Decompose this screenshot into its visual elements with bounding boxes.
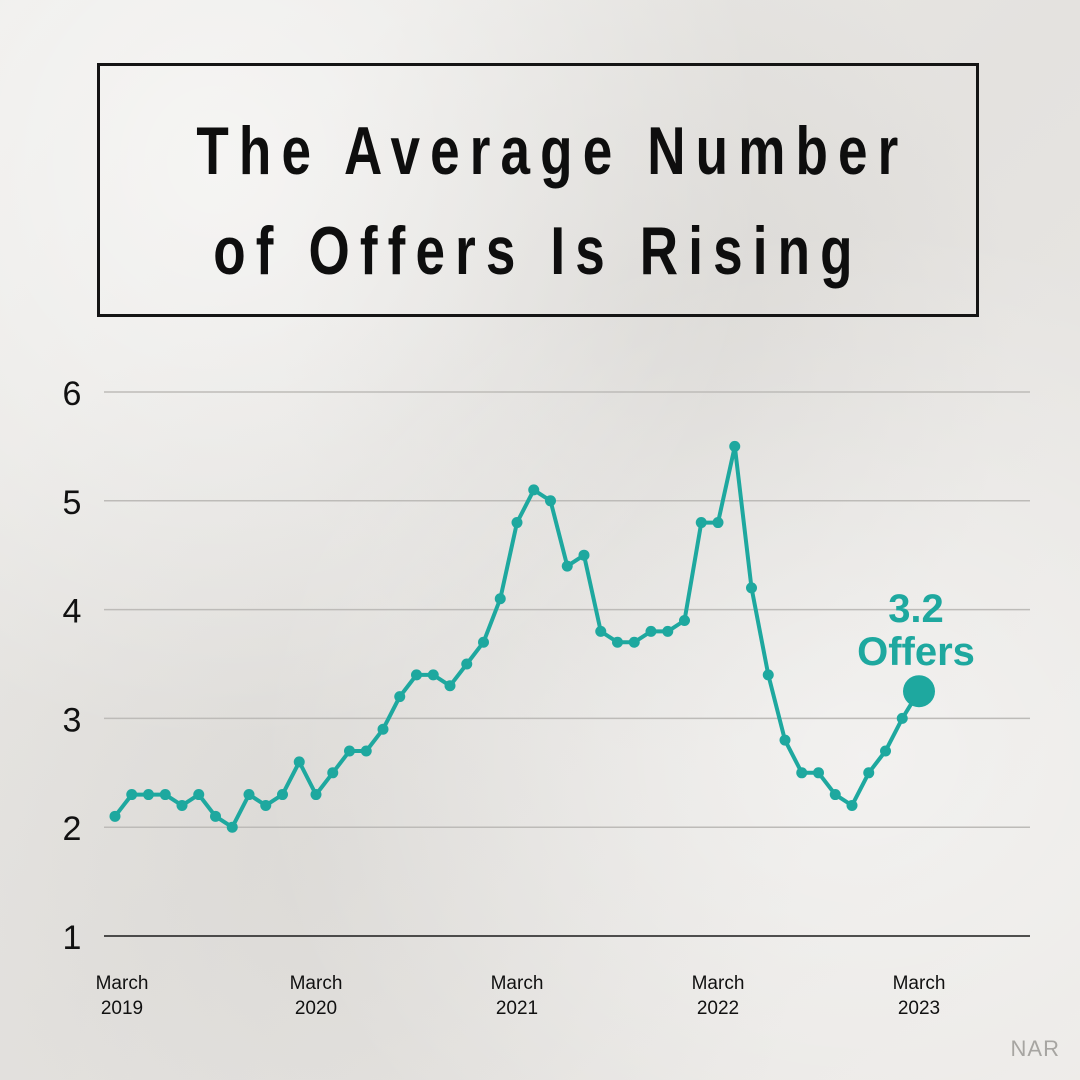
title-line-1: The Average Number bbox=[196, 113, 909, 189]
x-tick-label-2021-year: 2021 bbox=[496, 998, 538, 1019]
data-point-7 bbox=[226, 821, 238, 833]
data-point-31 bbox=[628, 636, 640, 648]
annotation-value: 3.2 bbox=[888, 587, 944, 631]
data-point-18 bbox=[411, 669, 422, 681]
y-tick-label-1: 1 bbox=[63, 919, 82, 957]
data-point-1 bbox=[126, 789, 138, 801]
grid-layer bbox=[104, 391, 1030, 937]
data-point-39 bbox=[762, 669, 774, 681]
data-point-19 bbox=[427, 669, 439, 681]
x-tick-label-2020-month: March bbox=[290, 973, 343, 994]
data-point-43 bbox=[829, 789, 841, 801]
data-point-46 bbox=[880, 745, 891, 757]
data-point-2 bbox=[143, 789, 154, 801]
data-point-3 bbox=[159, 789, 171, 801]
data-point-32 bbox=[645, 625, 657, 637]
x-tick-label-2023-year: 2023 bbox=[898, 998, 940, 1019]
data-point-24 bbox=[511, 517, 523, 529]
y-tick-label-4: 4 bbox=[63, 593, 82, 631]
data-point-17 bbox=[394, 691, 406, 703]
data-point-12 bbox=[310, 789, 322, 801]
x-tick-label-2020-year: 2020 bbox=[295, 998, 337, 1019]
annotation-unit: Offers bbox=[857, 630, 975, 674]
data-point-25 bbox=[528, 484, 540, 496]
source-label: NAR bbox=[1010, 1036, 1060, 1061]
data-point-42 bbox=[813, 767, 824, 779]
data-point-21 bbox=[461, 658, 473, 670]
x-tick-label-2021-month: March bbox=[491, 973, 544, 994]
data-point-37 bbox=[729, 440, 741, 452]
highlight-point bbox=[903, 675, 935, 708]
data-point-30 bbox=[612, 636, 623, 648]
data-point-20 bbox=[444, 680, 456, 692]
data-point-22 bbox=[478, 636, 489, 648]
title-box: The Average Number of Offers Is Rising bbox=[97, 63, 979, 317]
data-point-11 bbox=[293, 756, 305, 768]
data-point-16 bbox=[377, 723, 389, 735]
x-tick-label-2023-month: March bbox=[893, 973, 946, 994]
y-tick-label-5: 5 bbox=[63, 484, 82, 522]
data-point-14 bbox=[344, 745, 355, 757]
data-point-23 bbox=[494, 593, 506, 605]
data-point-28 bbox=[578, 549, 590, 561]
series-layer bbox=[109, 440, 921, 833]
data-point-15 bbox=[360, 745, 372, 757]
data-point-8 bbox=[243, 789, 255, 801]
data-point-36 bbox=[712, 517, 724, 529]
data-point-40 bbox=[779, 734, 791, 746]
data-point-4 bbox=[176, 799, 188, 811]
data-point-35 bbox=[695, 517, 707, 529]
y-tick-label-3: 3 bbox=[63, 701, 82, 739]
data-point-9 bbox=[260, 799, 272, 811]
data-point-44 bbox=[846, 799, 858, 811]
data-point-29 bbox=[595, 625, 607, 637]
x-tick-labels: March 2019 March 2020 March 2021 March 2022 Marc… bbox=[96, 973, 946, 1019]
title-line-2: of Offers Is Rising bbox=[213, 213, 863, 289]
data-point-47 bbox=[896, 712, 908, 724]
y-tick-labels: 1 2 3 4 5 6 bbox=[63, 375, 82, 957]
data-point-26 bbox=[545, 495, 556, 507]
data-point-6 bbox=[210, 810, 221, 822]
data-point-0 bbox=[109, 810, 121, 822]
data-point-34 bbox=[679, 614, 690, 626]
x-tick-label-2022-month: March bbox=[692, 973, 745, 994]
data-point-27 bbox=[561, 560, 573, 572]
data-point-41 bbox=[796, 767, 808, 779]
y-tick-label-2: 2 bbox=[63, 810, 82, 848]
data-point-5 bbox=[193, 789, 205, 801]
x-tick-label-2019-month: March bbox=[96, 973, 149, 994]
data-point-13 bbox=[327, 767, 339, 779]
data-point-45 bbox=[863, 767, 875, 779]
data-point-38 bbox=[746, 582, 757, 594]
data-point-10 bbox=[277, 789, 288, 801]
data-point-33 bbox=[662, 625, 674, 637]
y-tick-label-6: 6 bbox=[63, 375, 82, 413]
x-tick-label-2022-year: 2022 bbox=[697, 998, 739, 1019]
x-tick-label-2019-year: 2019 bbox=[101, 998, 143, 1019]
